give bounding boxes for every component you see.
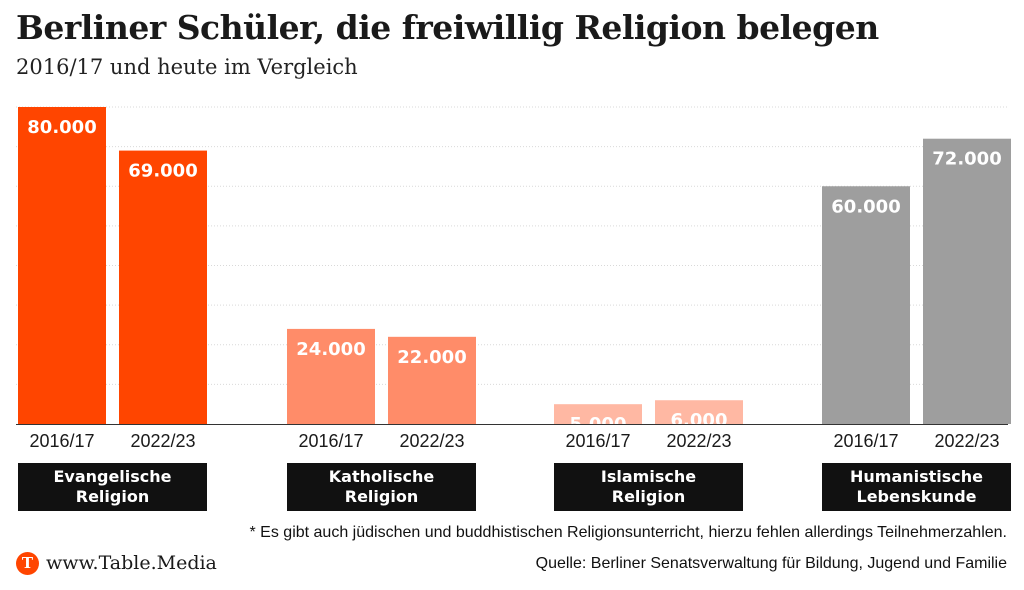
x-tick-label: 2016/17 [298, 431, 363, 451]
bar [287, 328, 375, 424]
bar-value-label: 69.000 [128, 161, 197, 182]
category-label: Evangelische Religion [18, 463, 207, 511]
chart-subtitle: 2016/17 und heute im Vergleich [16, 55, 358, 79]
category-label: Islamische Religion [554, 463, 743, 511]
bar [554, 404, 642, 424]
bar [822, 186, 910, 424]
chart-title: Berliner Schüler, die freiwillig Religio… [16, 8, 879, 47]
bar-value-label: 6.000 [671, 410, 728, 431]
x-tick-label: 2022/23 [130, 431, 195, 451]
x-tick-label: 2016/17 [833, 431, 898, 451]
bar [923, 138, 1011, 424]
x-tick-label: 2022/23 [399, 431, 464, 451]
brand-logo[interactable]: T www.Table.Media [16, 551, 217, 575]
category-label: Katholische Religion [287, 463, 476, 511]
bar-value-label: 72.000 [932, 149, 1001, 170]
footnote: * Es gibt auch jüdischen und buddhistisc… [249, 524, 1008, 541]
x-tick-label: 2022/23 [934, 431, 999, 451]
brand-url: www.Table.Media [46, 552, 217, 574]
source-note: Quelle: Berliner Senatsverwaltung für Bi… [535, 555, 1007, 572]
bar-value-label: 60.000 [831, 196, 900, 217]
bar [119, 150, 207, 424]
bar [18, 107, 106, 424]
bar [655, 400, 743, 424]
x-tick-label: 2016/17 [29, 431, 94, 451]
x-tick-label: 2016/17 [565, 431, 630, 451]
bar-value-label: 22.000 [397, 347, 466, 368]
x-tick-label: 2022/23 [666, 431, 731, 451]
bar [388, 336, 476, 424]
bar-value-label: 24.000 [296, 339, 365, 360]
category-label: Humanistische Lebenskunde [822, 463, 1011, 511]
table-media-logo-icon: T [16, 551, 39, 575]
bar-value-label: 80.000 [27, 117, 96, 138]
